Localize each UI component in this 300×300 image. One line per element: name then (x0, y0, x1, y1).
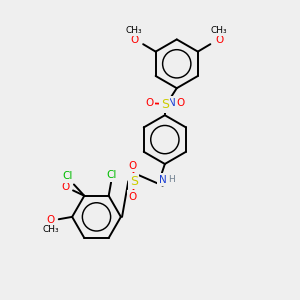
Text: O: O (46, 215, 55, 225)
Text: O: O (130, 35, 138, 45)
Text: H: H (160, 97, 167, 106)
Text: H: H (168, 175, 175, 184)
Text: O: O (129, 192, 137, 202)
Text: N: N (168, 98, 176, 108)
Text: CH₃: CH₃ (126, 26, 142, 35)
Text: Cl: Cl (106, 170, 116, 180)
Text: S: S (161, 98, 169, 111)
Text: CH₃: CH₃ (211, 26, 228, 35)
Text: S: S (130, 175, 138, 188)
Text: CH₃: CH₃ (42, 225, 59, 234)
Text: Cl: Cl (63, 171, 73, 182)
Text: O: O (176, 98, 184, 108)
Text: O: O (215, 35, 224, 45)
Text: O: O (62, 182, 70, 192)
Text: O: O (129, 161, 137, 171)
Text: O: O (145, 98, 154, 108)
Text: N: N (159, 175, 167, 185)
